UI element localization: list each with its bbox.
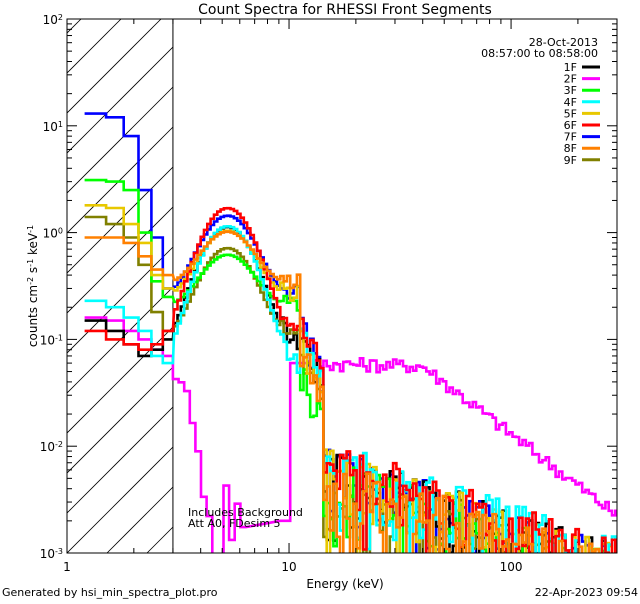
axes: 1 10 100 102 101 100 10-1 10-2 10-3	[40, 13, 618, 574]
legend-label: 6F	[564, 119, 577, 132]
x-tick-label: 1	[63, 560, 71, 574]
y-tick-label: 10-1	[40, 333, 63, 348]
hatch-line	[0, 0, 107, 553]
legend-label: 5F	[564, 107, 577, 120]
background-note-1: Includes Background	[188, 506, 303, 519]
footer-timestamp: 22-Apr-2023 09:54	[535, 586, 638, 599]
hatch-line	[67, 19, 202, 154]
y-axis-label: counts cm-2 s-1 keV-1	[26, 225, 41, 347]
hatch-line	[67, 19, 162, 114]
footer-generated: Generated by hsi_min_spectra_plot.pro	[2, 586, 218, 599]
hatch-mask	[172, 19, 617, 553]
y-tick-label: 10-2	[40, 440, 63, 455]
y-tick-label: 101	[43, 119, 63, 134]
y-tick-label: 10-3	[40, 547, 63, 562]
hatched-region	[0, 0, 640, 553]
time-range-annotation: 08:57:00 to 08:58:00	[481, 47, 598, 60]
chart-title: Count Spectra for RHESSI Front Segments	[198, 2, 492, 18]
series-line-8F	[84, 230, 601, 553]
svg-text:counts cm-2 s-1 keV-1: counts cm-2 s-1 keV-1	[26, 225, 41, 347]
legend-label: 1F	[564, 61, 577, 74]
x-tick-label: 100	[500, 560, 523, 574]
background-note-2: Att A0, FDesim 5	[188, 517, 281, 530]
hatch-line	[67, 19, 82, 34]
date-annotation: 28-Oct-2013	[529, 36, 598, 49]
hatch-line	[67, 19, 122, 74]
legend-label: 3F	[564, 84, 577, 97]
y-tick-label: 102	[43, 13, 63, 28]
legend-label: 8F	[564, 142, 577, 155]
series-line-3F	[84, 178, 607, 553]
series-line-2F	[84, 316, 617, 553]
legend-label: 4F	[564, 96, 577, 109]
legend-label: 7F	[564, 131, 577, 144]
hatch-line	[627, 0, 640, 553]
series-line-6F	[84, 206, 617, 553]
legend-label: 2F	[564, 73, 577, 86]
x-axis-label: Energy (keV)	[306, 577, 383, 591]
plot-frame	[66, 18, 618, 554]
x-tick-label: 10	[281, 560, 296, 574]
y-tick-label: 100	[43, 226, 63, 241]
legend-label: 9F	[564, 154, 577, 167]
series-group	[84, 112, 617, 553]
